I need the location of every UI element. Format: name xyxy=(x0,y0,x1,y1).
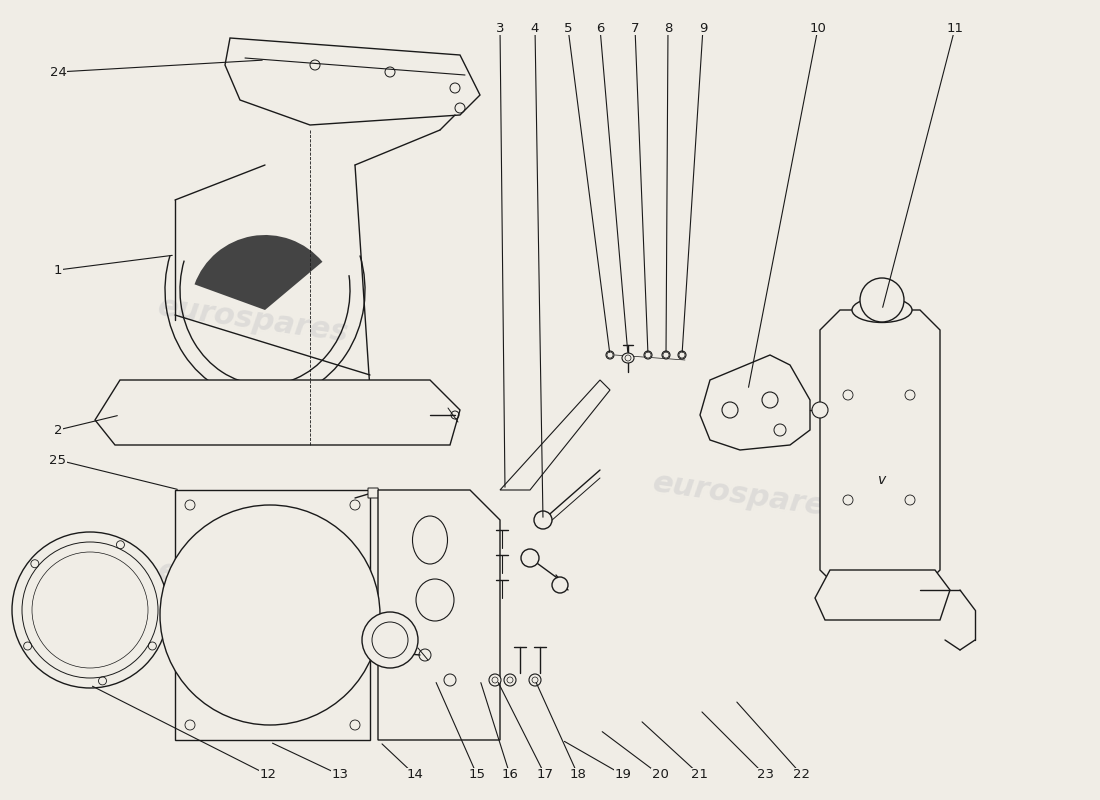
Circle shape xyxy=(552,577,568,593)
Ellipse shape xyxy=(678,351,686,359)
Text: 19: 19 xyxy=(615,769,631,782)
Ellipse shape xyxy=(416,579,454,621)
Text: 8: 8 xyxy=(663,22,672,34)
Text: 1: 1 xyxy=(54,263,63,277)
Polygon shape xyxy=(820,310,940,590)
Polygon shape xyxy=(378,490,500,740)
Circle shape xyxy=(362,612,418,668)
Text: 12: 12 xyxy=(260,769,276,782)
Text: 13: 13 xyxy=(331,769,349,782)
Text: 24: 24 xyxy=(50,66,66,78)
Text: 21: 21 xyxy=(692,769,708,782)
Circle shape xyxy=(812,402,828,418)
Text: 22: 22 xyxy=(793,769,811,782)
Text: eurospares: eurospares xyxy=(155,292,351,348)
Text: 7: 7 xyxy=(630,22,639,34)
Polygon shape xyxy=(500,380,610,490)
Ellipse shape xyxy=(490,674,500,686)
Polygon shape xyxy=(175,490,370,740)
Text: v: v xyxy=(878,473,887,487)
Circle shape xyxy=(160,505,380,725)
Ellipse shape xyxy=(644,351,652,359)
Text: 20: 20 xyxy=(651,769,669,782)
Text: 5: 5 xyxy=(563,22,572,34)
Text: 9: 9 xyxy=(698,22,707,34)
Text: 6: 6 xyxy=(596,22,604,34)
Text: 15: 15 xyxy=(469,769,485,782)
Text: 2: 2 xyxy=(54,423,63,437)
Text: 17: 17 xyxy=(537,769,553,782)
Polygon shape xyxy=(368,488,379,498)
Text: 11: 11 xyxy=(946,22,964,34)
Text: 16: 16 xyxy=(502,769,518,782)
Polygon shape xyxy=(95,380,460,445)
Text: eurospares: eurospares xyxy=(155,556,351,612)
Polygon shape xyxy=(700,355,810,450)
Ellipse shape xyxy=(662,351,670,359)
Circle shape xyxy=(12,532,168,688)
Ellipse shape xyxy=(529,674,541,686)
Circle shape xyxy=(534,511,552,529)
Text: 3: 3 xyxy=(496,22,504,34)
Circle shape xyxy=(722,402,738,418)
Ellipse shape xyxy=(621,353,634,363)
Wedge shape xyxy=(195,235,322,310)
Text: eurospares: eurospares xyxy=(650,468,846,524)
Circle shape xyxy=(762,392,778,408)
Ellipse shape xyxy=(606,351,614,359)
Ellipse shape xyxy=(504,674,516,686)
Text: 18: 18 xyxy=(570,769,586,782)
Ellipse shape xyxy=(852,298,912,322)
Text: 25: 25 xyxy=(50,454,66,466)
Circle shape xyxy=(860,278,904,322)
Text: 10: 10 xyxy=(810,22,826,34)
Text: 23: 23 xyxy=(757,769,773,782)
Circle shape xyxy=(444,674,456,686)
Circle shape xyxy=(521,549,539,567)
Ellipse shape xyxy=(412,516,448,564)
Polygon shape xyxy=(226,38,480,125)
Text: 14: 14 xyxy=(407,769,424,782)
Text: 4: 4 xyxy=(531,22,539,34)
Polygon shape xyxy=(815,570,950,620)
